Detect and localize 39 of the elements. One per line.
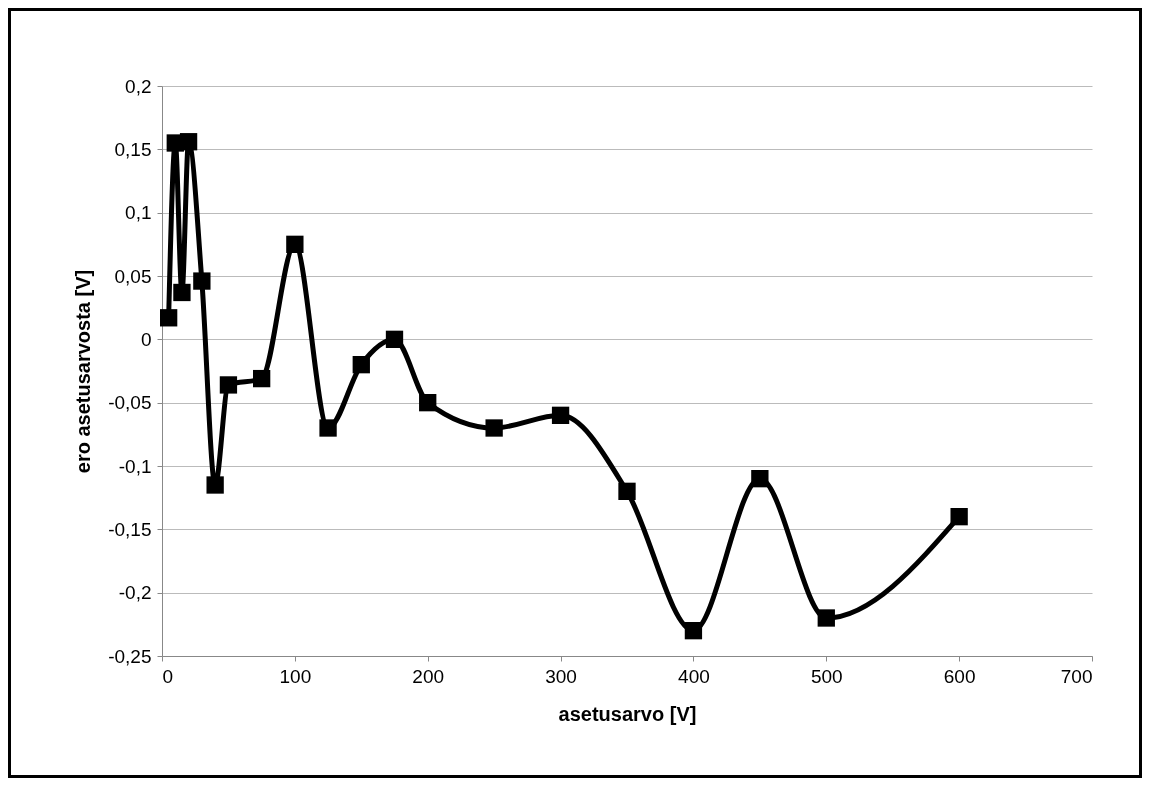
point bbox=[485, 419, 503, 437]
y-tick-label: -0,1 bbox=[118, 455, 152, 477]
x-tick-label: 0 bbox=[162, 665, 174, 687]
point bbox=[419, 394, 437, 412]
point bbox=[206, 476, 224, 494]
point bbox=[193, 272, 211, 290]
point bbox=[551, 406, 570, 424]
y-tick-label: -0,25 bbox=[108, 645, 152, 667]
x-tick-label: 200 bbox=[412, 665, 445, 687]
y-tick-label: 0,2 bbox=[125, 75, 152, 97]
y-tick-label: 0,05 bbox=[114, 265, 152, 287]
point bbox=[173, 283, 191, 302]
x-tick-label: 500 bbox=[810, 665, 843, 687]
x-axis-title: asetusarvo [V] bbox=[558, 702, 697, 725]
point bbox=[159, 309, 178, 327]
y-tick-label: 0,1 bbox=[125, 202, 152, 224]
point bbox=[618, 482, 636, 500]
y-axis-title: ero asetusarvosta [V] bbox=[72, 269, 95, 474]
x-tick-label: 400 bbox=[678, 665, 710, 687]
y-tick-label: -0,05 bbox=[108, 392, 152, 414]
point bbox=[385, 330, 404, 348]
x-tick-label: 600 bbox=[943, 665, 976, 687]
y-tick-label: 0 bbox=[140, 328, 152, 350]
point bbox=[319, 419, 337, 437]
y-tick-label: -0,15 bbox=[108, 518, 152, 540]
y-tick-label: 0,15 bbox=[114, 138, 152, 160]
x-tick-label: 100 bbox=[279, 665, 312, 687]
point bbox=[352, 356, 370, 374]
point bbox=[950, 508, 968, 526]
x-tick-label: 300 bbox=[545, 665, 577, 687]
point bbox=[684, 622, 703, 640]
point bbox=[286, 235, 304, 253]
point bbox=[179, 133, 198, 151]
point bbox=[817, 609, 835, 627]
y-tick-label: -0,2 bbox=[118, 582, 152, 604]
x-tick-label: 700 bbox=[1060, 665, 1093, 687]
point bbox=[252, 369, 271, 388]
point bbox=[751, 470, 769, 488]
point bbox=[219, 376, 238, 394]
